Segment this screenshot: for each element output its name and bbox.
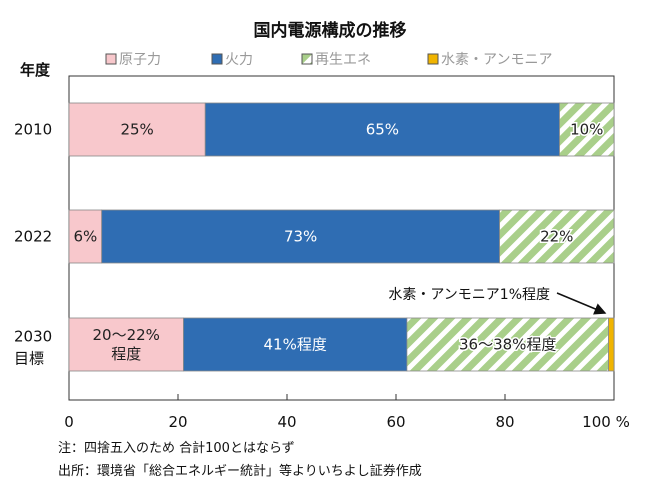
data-label: 22% (540, 228, 573, 246)
x-tick-label: 80 (495, 413, 514, 431)
data-label: 36～38%程度 (459, 336, 556, 354)
data-label: 6% (73, 228, 97, 246)
annotation-text: 水素・アンモニア1%程度 (388, 287, 550, 303)
x-tick-label: 100 % (582, 413, 630, 431)
data-label: 65% (366, 121, 399, 139)
chart-title: 国内電源構成の推移 (254, 20, 407, 41)
bar-segment (68, 209, 103, 264)
data-label: 程度 (111, 345, 141, 363)
legend-swatch (427, 53, 439, 65)
data-label: 10% (570, 121, 603, 139)
legend-label: 水素・アンモニア (441, 52, 552, 68)
bar-segment (499, 209, 615, 264)
category-label: 2010 (14, 121, 52, 139)
data-label: 25% (120, 121, 153, 139)
y-axis-label: 年度 (20, 61, 51, 79)
x-tick-label: 60 (386, 413, 405, 431)
legend-swatch (105, 53, 117, 65)
category-label: 2022 (14, 228, 52, 246)
bar-segment (68, 102, 206, 157)
legend-swatch (301, 53, 313, 65)
legend-label: 火力 (225, 52, 253, 68)
data-label: 20～22% (93, 326, 160, 344)
x-tick-label: 20 (168, 413, 187, 431)
bar-segment (101, 209, 500, 264)
bar-segment (183, 317, 408, 372)
note-source: 出所：環境省「総合エネルギー統計」等よりいちよし証券作成 (58, 463, 422, 479)
x-tick-label: 0 (64, 413, 74, 431)
legend-swatch (211, 53, 223, 65)
data-label: 73% (284, 228, 317, 246)
note-rounding: 注：四捨五入のため 合計100とはならず (58, 440, 295, 456)
legend-label: 再生エネ (315, 52, 371, 68)
bar-segment (68, 317, 184, 372)
annotation-arrow (556, 292, 607, 315)
category-label: 2030 (14, 328, 52, 346)
bar-segment (204, 102, 560, 157)
legend-label: 原子力 (119, 52, 161, 68)
bar-segment (608, 317, 615, 372)
bar-segment (406, 317, 609, 372)
category-label: 目標 (14, 350, 44, 368)
legend: 原子力 火力 再生エネ 水素・アンモニア (105, 52, 552, 68)
x-tick-label: 40 (277, 413, 296, 431)
bar-segment (559, 102, 615, 157)
data-label: 41%程度 (264, 336, 327, 354)
